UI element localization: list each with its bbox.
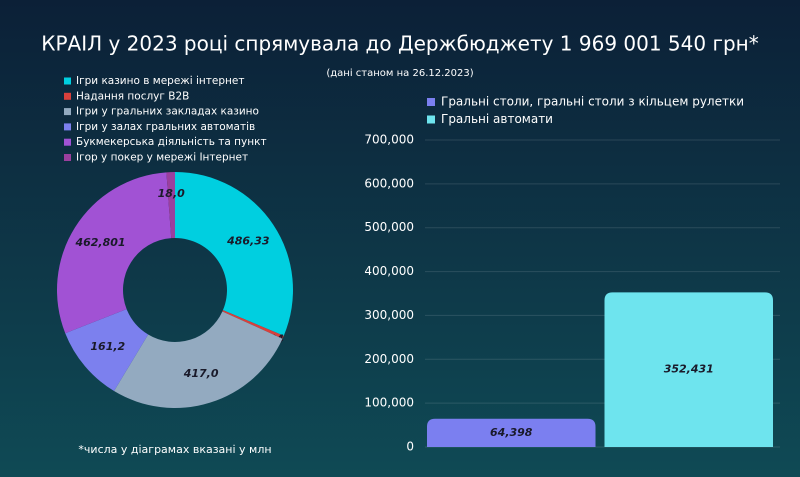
donut-slice [175,172,293,336]
legend-label: Ігор у покер у мережі Інтернет [76,152,248,164]
data-label: 486,33 [226,234,270,247]
y-tick-label: 700,000 [364,133,414,147]
footnote: *числа у діаграмах вказані у млн [78,443,271,456]
legend-swatch [64,77,71,85]
donut-slice [56,172,172,334]
legend-swatch [64,108,71,116]
legend-swatch [64,123,71,131]
data-label: 352,431 [664,363,714,376]
subtitle: (дані станом на 26.12.2023) [326,67,473,79]
data-label: 64,398 [490,426,533,439]
donut-slice [222,310,284,339]
legend-label: Надання послуг B2B [76,90,189,102]
y-tick-label: 500,000 [364,220,414,234]
y-tick-label: 100,000 [364,396,414,410]
data-label: 462,801 [74,236,125,249]
y-tick-label: 400,000 [364,264,414,278]
donut-slice [65,309,149,392]
y-tick-label: 300,000 [364,308,414,322]
page-title: КРАІЛ у 2023 році спрямувала до Держбюдж… [41,32,759,56]
bar [604,292,773,447]
legend-label: Гральні столи, гральні столи з кільцем р… [441,95,744,109]
legend-swatch [64,154,71,161]
legend-swatch [64,92,71,100]
donut-slice [114,311,283,408]
legend-label: Ігри у гральних закладах казино [76,106,259,118]
legend-label: Гральні автомати [441,112,553,126]
legend-label: Ігри у залах гральних автоматів [76,121,255,133]
donut-slice [166,172,175,239]
legend-label: Ігри казино в мережі інтернет [76,75,244,87]
legend-swatch [427,115,435,124]
y-tick-label: 0 [406,440,414,454]
data-label: 417,0 [183,367,219,380]
y-tick-label: 600,000 [364,176,414,190]
data-label: 18,0 [158,187,185,200]
data-label: 161,2 [90,340,125,353]
legend-swatch [427,98,435,106]
bar [427,418,596,447]
legend-swatch [64,138,71,146]
legend-label: Букмекерська діяльність та пункт [76,136,267,148]
y-tick-label: 200,000 [364,352,414,366]
